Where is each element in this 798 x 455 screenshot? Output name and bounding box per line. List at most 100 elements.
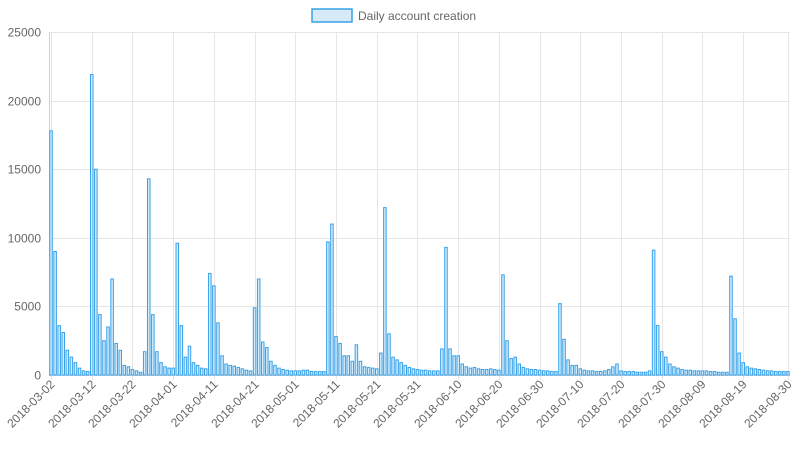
bar-2018-04-15[interactable] [228, 364, 232, 376]
bar-2018-06-04[interactable] [431, 370, 436, 376]
bar-2018-03-15[interactable] [102, 340, 106, 376]
bar-2018-03-28[interactable] [155, 351, 159, 376]
bar-2018-04-07[interactable] [195, 364, 200, 376]
bar-2018-08-19[interactable] [741, 362, 745, 376]
bar-2018-08-22[interactable] [753, 368, 758, 376]
bar-2018-04-09[interactable] [203, 368, 208, 376]
bar-2018-04-18[interactable] [240, 368, 245, 376]
bar-2018-08-25[interactable] [765, 370, 770, 376]
bar-2018-07-02[interactable] [545, 370, 550, 376]
bar-2018-05-05[interactable] [309, 371, 314, 376]
bar-2018-07-28[interactable] [651, 249, 656, 376]
bar-2018-07-27[interactable] [647, 370, 652, 376]
bar-2018-07-09[interactable] [574, 364, 579, 376]
bar-2018-05-11[interactable] [334, 336, 338, 376]
bar-2018-08-15[interactable] [725, 371, 729, 376]
bar-2018-05-10[interactable] [330, 223, 334, 376]
bar-2018-04-26[interactable] [273, 364, 277, 376]
bar-2018-03-21[interactable] [126, 366, 131, 376]
bar-2018-05-02[interactable] [297, 370, 302, 376]
bar-2018-03-20[interactable] [122, 364, 127, 376]
bar-2018-04-27[interactable] [277, 367, 281, 376]
bar-2018-08-23[interactable] [757, 369, 762, 376]
bar-2018-04-23[interactable] [260, 341, 265, 376]
bar-2018-03-05[interactable] [61, 331, 66, 376]
bar-2018-04-12[interactable] [216, 322, 220, 376]
bar-2018-08-17[interactable] [733, 318, 737, 376]
bar-2018-07-11[interactable] [582, 369, 587, 376]
bar-2018-05-06[interactable] [313, 371, 318, 376]
bar-2018-07-30[interactable] [659, 351, 664, 376]
bar-2018-03-14[interactable] [98, 314, 102, 376]
bar-2018-03-13[interactable] [94, 168, 98, 376]
bar-2018-08-07[interactable] [692, 370, 697, 376]
bar-2018-08-05[interactable] [684, 369, 688, 376]
bar-2018-07-03[interactable] [550, 371, 554, 376]
bar-2018-08-09[interactable] [700, 370, 705, 376]
bar-2018-08-12[interactable] [712, 371, 717, 376]
bar-2018-06-20[interactable] [497, 369, 501, 376]
bar-2018-08-08[interactable] [696, 370, 701, 376]
bar-2018-05-01[interactable] [293, 370, 298, 376]
bar-2018-05-18[interactable] [362, 366, 367, 376]
bar-2018-03-02[interactable] [49, 130, 53, 376]
bar-2018-07-18[interactable] [611, 366, 615, 376]
bar-2018-06-17[interactable] [484, 369, 489, 376]
bar-2018-08-27[interactable] [773, 371, 778, 376]
bar-2018-06-19[interactable] [493, 369, 497, 376]
bar-2018-05-29[interactable] [407, 366, 412, 376]
bar-2018-04-03[interactable] [179, 325, 184, 376]
bar-2018-03-17[interactable] [110, 278, 114, 376]
bar-2018-03-09[interactable] [77, 367, 82, 376]
bar-2018-04-17[interactable] [236, 366, 241, 376]
bar-2018-07-21[interactable] [623, 371, 627, 376]
bar-2018-03-07[interactable] [69, 356, 74, 376]
bar-2018-04-06[interactable] [191, 362, 196, 376]
bar-2018-05-16[interactable] [354, 344, 359, 376]
bar-2018-05-20[interactable] [370, 367, 375, 376]
bar-2018-06-14[interactable] [472, 366, 477, 376]
bar-2018-03-27[interactable] [151, 314, 155, 376]
bar-2018-03-30[interactable] [163, 366, 167, 376]
bar-2018-08-14[interactable] [721, 371, 725, 376]
bar-2018-06-11[interactable] [460, 363, 465, 376]
bar-2018-06-25[interactable] [517, 363, 522, 376]
bar-2018-07-24[interactable] [635, 371, 640, 376]
bar-2018-06-10[interactable] [456, 355, 460, 376]
bar-2018-05-13[interactable] [342, 355, 346, 376]
bar-2018-08-10[interactable] [704, 370, 709, 376]
bar-2018-03-10[interactable] [81, 370, 86, 376]
bar-2018-07-26[interactable] [643, 371, 648, 376]
bar-2018-07-01[interactable] [541, 370, 546, 376]
bar-2018-08-20[interactable] [745, 366, 750, 376]
bar-2018-03-26[interactable] [146, 178, 151, 376]
bar-2018-07-29[interactable] [655, 325, 660, 376]
bar-2018-05-08[interactable] [322, 371, 326, 376]
bar-2018-03-18[interactable] [114, 342, 118, 376]
bar-2018-06-13[interactable] [468, 367, 473, 376]
bar-2018-05-07[interactable] [317, 371, 322, 376]
bar-2018-05-21[interactable] [374, 368, 379, 376]
bar-2018-04-29[interactable] [285, 369, 289, 376]
bar-2018-04-22[interactable] [256, 278, 261, 376]
bar-2018-04-14[interactable] [224, 363, 228, 376]
bar-2018-05-28[interactable] [403, 364, 408, 376]
bar-2018-06-01[interactable] [419, 369, 424, 376]
bar-2018-03-23[interactable] [134, 370, 139, 376]
bar-2018-05-17[interactable] [358, 360, 363, 376]
bar-2018-04-16[interactable] [232, 365, 237, 376]
bar-2018-06-22[interactable] [505, 340, 509, 376]
bar-2018-08-28[interactable] [778, 371, 782, 376]
bar-2018-07-22[interactable] [627, 371, 631, 376]
bar-2018-07-20[interactable] [619, 370, 623, 376]
legend-swatch[interactable] [311, 8, 353, 23]
bar-2018-07-17[interactable] [607, 369, 611, 376]
bar-2018-03-08[interactable] [73, 362, 78, 376]
bar-2018-05-04[interactable] [305, 369, 310, 376]
bar-2018-04-24[interactable] [265, 347, 269, 376]
bar-2018-06-12[interactable] [464, 366, 469, 376]
bar-2018-03-22[interactable] [130, 369, 135, 376]
bar-2018-03-31[interactable] [167, 367, 171, 376]
bar-2018-05-15[interactable] [350, 360, 355, 376]
bar-2018-07-08[interactable] [570, 364, 574, 376]
